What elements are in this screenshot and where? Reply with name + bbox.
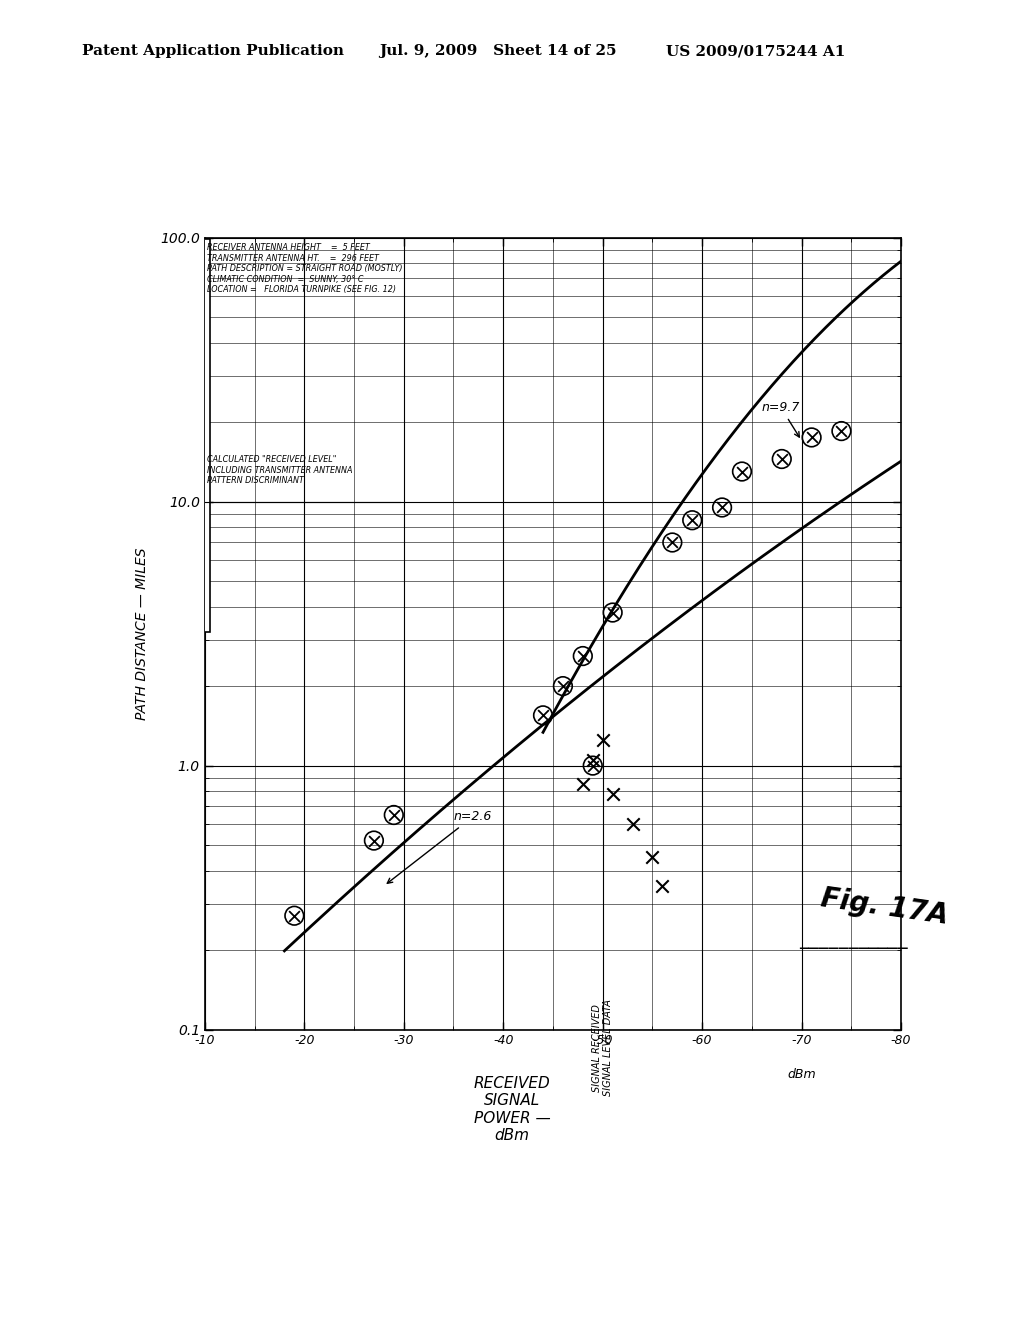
Point bbox=[574, 645, 591, 667]
Point bbox=[535, 705, 551, 726]
Text: dBm: dBm bbox=[787, 1068, 816, 1081]
Point bbox=[665, 532, 681, 553]
Point bbox=[555, 676, 571, 697]
Point bbox=[684, 510, 700, 531]
Point bbox=[386, 804, 402, 825]
Point bbox=[773, 449, 790, 470]
Point bbox=[535, 705, 551, 726]
Point bbox=[734, 461, 751, 482]
Text: n=9.7: n=9.7 bbox=[762, 401, 800, 437]
Point bbox=[286, 906, 302, 927]
Point bbox=[834, 421, 850, 442]
Point bbox=[574, 645, 591, 667]
Text: Patent Application Publication: Patent Application Publication bbox=[82, 45, 344, 58]
Point bbox=[555, 676, 571, 697]
Point bbox=[714, 496, 730, 517]
Point bbox=[574, 774, 591, 795]
Text: SIGNAL RECEIVED
SIGNAL LEVEL DATA: SIGNAL RECEIVED SIGNAL LEVEL DATA bbox=[592, 999, 613, 1097]
Text: ___________: ___________ bbox=[799, 929, 907, 949]
Point bbox=[804, 426, 820, 447]
Point bbox=[773, 449, 790, 470]
Point bbox=[654, 875, 671, 896]
Point bbox=[595, 730, 611, 751]
Point bbox=[366, 830, 382, 851]
Text: RECEIVER ANTENNA HEIGHT    =  5 FEET
TRANSMITTER ANTENNA HT.    =  296 FEET
PATH: RECEIVER ANTENNA HEIGHT = 5 FEET TRANSMI… bbox=[207, 243, 402, 294]
Point bbox=[625, 813, 641, 834]
Point bbox=[734, 461, 751, 482]
Point bbox=[366, 830, 382, 851]
Text: Jul. 9, 2009   Sheet 14 of 25: Jul. 9, 2009 Sheet 14 of 25 bbox=[379, 45, 616, 58]
Point bbox=[644, 846, 660, 867]
Point bbox=[286, 906, 302, 927]
Y-axis label: PATH DISTANCE — MILES: PATH DISTANCE — MILES bbox=[135, 548, 148, 719]
Point bbox=[585, 750, 601, 771]
Point bbox=[585, 755, 601, 776]
Point bbox=[684, 510, 700, 531]
Point bbox=[714, 496, 730, 517]
Text: RECEIVED
SIGNAL
POWER —
dBm: RECEIVED SIGNAL POWER — dBm bbox=[474, 1076, 550, 1143]
Point bbox=[604, 784, 621, 805]
FancyBboxPatch shape bbox=[1, 239, 210, 632]
Point bbox=[604, 602, 621, 623]
Text: CALCULATED "RECEIVED LEVEL"
INCLUDING TRANSMITTER ANTENNA
PATTERN DISCRIMINANT: CALCULATED "RECEIVED LEVEL" INCLUDING TR… bbox=[207, 455, 352, 484]
Point bbox=[585, 755, 601, 776]
Point bbox=[604, 602, 621, 623]
Point bbox=[665, 532, 681, 553]
Point bbox=[834, 421, 850, 442]
Point bbox=[804, 426, 820, 447]
Point bbox=[386, 804, 402, 825]
Text: n=2.6: n=2.6 bbox=[387, 810, 492, 883]
Text: US 2009/0175244 A1: US 2009/0175244 A1 bbox=[666, 45, 845, 58]
Text: Fig. 17A: Fig. 17A bbox=[819, 884, 950, 931]
